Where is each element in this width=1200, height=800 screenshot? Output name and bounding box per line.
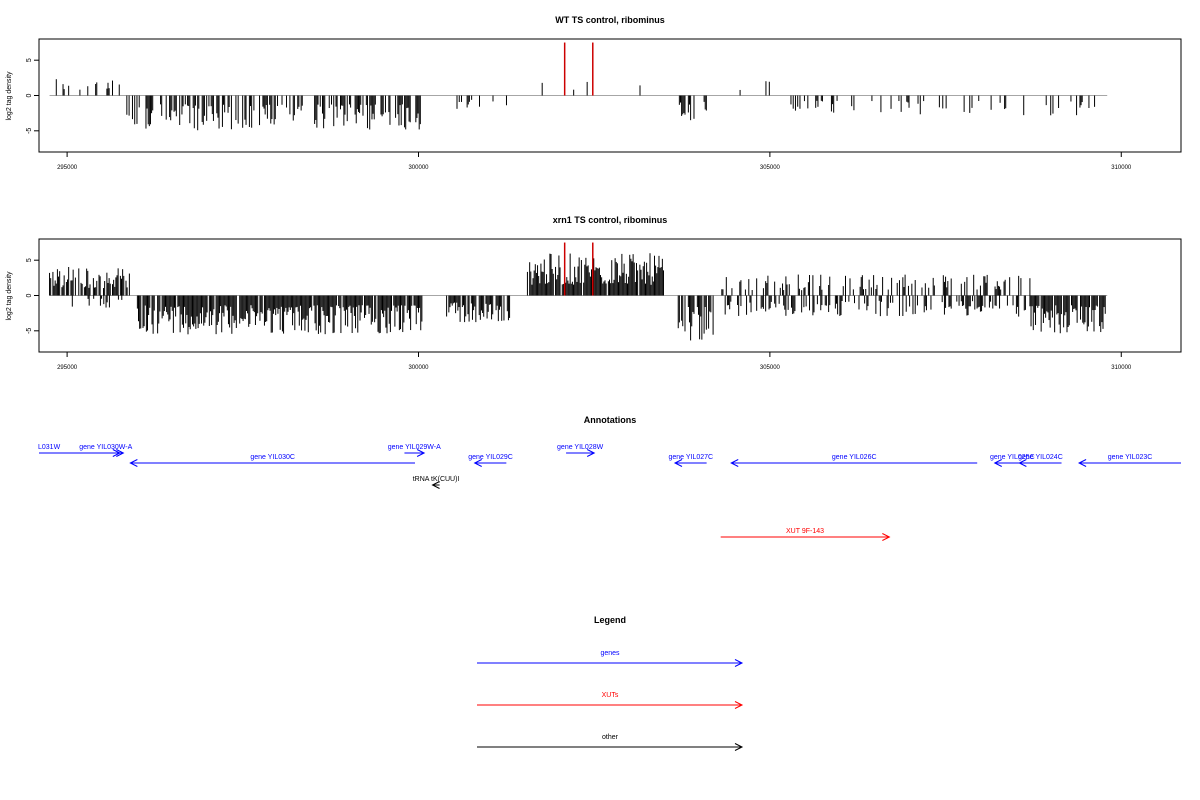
feature-label: gene YIL029W-A: [388, 444, 441, 451]
feature-arrowhead: [431, 481, 440, 489]
feature-label: tRNA tK(CUU)I: [413, 476, 460, 483]
feature-label: gene YIL025C: [990, 454, 1035, 461]
y-axis-label: log2 tag density: [6, 271, 13, 321]
feature-label: L031W: [38, 444, 61, 451]
legend-arrowhead: [734, 701, 744, 709]
feature-arrowhead: [673, 459, 683, 467]
x-tick-label: 295000: [57, 165, 78, 171]
feature-arrows: L031W gene YIL030W-A gene YIL030C gene YIL0…: [38, 444, 1181, 541]
axes: 295000 300000 305000 310000 -5 0 5: [26, 258, 1132, 371]
legend-item-xut: XUTs: [477, 692, 744, 709]
feature-label: gene YIL028W: [557, 444, 604, 451]
feature-gene: gene YIL024C: [1018, 454, 1063, 467]
feature-label: gene YIL030C: [250, 454, 295, 461]
legend-items: genes XUTs other: [477, 650, 744, 751]
legend-item-gene: genes: [477, 650, 744, 667]
legend-arrowhead: [734, 743, 744, 751]
legend-label: XUTs: [602, 692, 619, 699]
feature-arrowhead: [882, 533, 891, 541]
feature-label: gene YIL027C: [668, 454, 713, 461]
feature-arrowhead: [993, 459, 1002, 467]
panel-title: WT TS control, ribominus: [555, 15, 665, 25]
feature-arrowhead: [1018, 459, 1027, 467]
feature-arrowhead: [416, 449, 426, 457]
feature-label: gene YIL030W-A: [79, 444, 132, 451]
wt-density-panel: WT TS control, ribominus log2 tag densit…: [6, 15, 1182, 171]
feature-xut: XUT 9F-143: [720, 528, 891, 541]
x-tick-label: 310000: [1111, 165, 1132, 171]
feature-arrowhead: [586, 449, 596, 457]
x-tick-label: 305000: [760, 365, 781, 371]
feature-gene: gene YIL029C: [468, 454, 513, 467]
feature-label: gene YIL026C: [832, 454, 877, 461]
feature-gene: gene YIL030W-A: [79, 444, 133, 457]
legend-label: other: [602, 734, 619, 741]
feature-label: gene YIL024C: [1018, 454, 1063, 461]
feature-label: gene YIL023C: [1108, 454, 1153, 461]
x-tick-label: 300000: [408, 365, 429, 371]
legend-title: Legend: [594, 615, 626, 625]
annotations-title: Annotations: [584, 415, 637, 425]
legend-label: genes: [600, 650, 620, 657]
feature-other: tRNA tK(CUU)I: [413, 476, 460, 489]
legend: Legend genes XUTs other: [477, 615, 744, 751]
feature-arrowhead: [1077, 459, 1087, 467]
x-tick-label: 310000: [1111, 365, 1132, 371]
feature-arrowhead: [473, 459, 482, 467]
feature-label: gene YIL029C: [468, 454, 513, 461]
feature-arrowhead: [730, 459, 739, 467]
feature-gene: gene YIL023C: [1077, 454, 1181, 467]
feature-arrowhead: [129, 459, 138, 467]
feature-arrowhead: [116, 449, 125, 457]
feature-gene: gene YIL029W-A: [388, 444, 441, 457]
density-bars: [49, 42, 1108, 131]
feature-gene: gene YIL030C: [129, 454, 415, 467]
y-tick-label: 5: [26, 258, 33, 262]
feature-label: XUT 9F-143: [786, 528, 824, 535]
panel-title: xrn1 TS control, ribominus: [553, 215, 668, 225]
xrn1-density-panel: xrn1 TS control, ribominus log2 tag dens…: [6, 215, 1182, 371]
y-tick-label: -5: [26, 328, 33, 334]
y-tick-label: 0: [26, 93, 33, 97]
legend-arrowhead: [734, 659, 744, 667]
axes: 295000 300000 305000 310000 -5 0 5: [26, 58, 1132, 171]
density-bars: [49, 242, 1108, 341]
annotations-track: Annotations L031W gene YIL030W-A gene YIL0…: [38, 415, 1181, 541]
feature-gene: gene YIL026C: [730, 454, 978, 467]
x-tick-label: 300000: [408, 165, 429, 171]
feature-gene: gene YIL028W: [557, 444, 604, 457]
x-tick-label: 295000: [57, 365, 78, 371]
y-tick-label: 5: [26, 58, 33, 62]
legend-item-other: other: [477, 734, 744, 751]
x-tick-label: 305000: [760, 165, 781, 171]
y-tick-label: -5: [26, 128, 33, 134]
y-axis-label: log2 tag density: [6, 71, 13, 121]
feature-gene: gene YIL027C: [668, 454, 713, 467]
y-tick-label: 0: [26, 293, 33, 297]
